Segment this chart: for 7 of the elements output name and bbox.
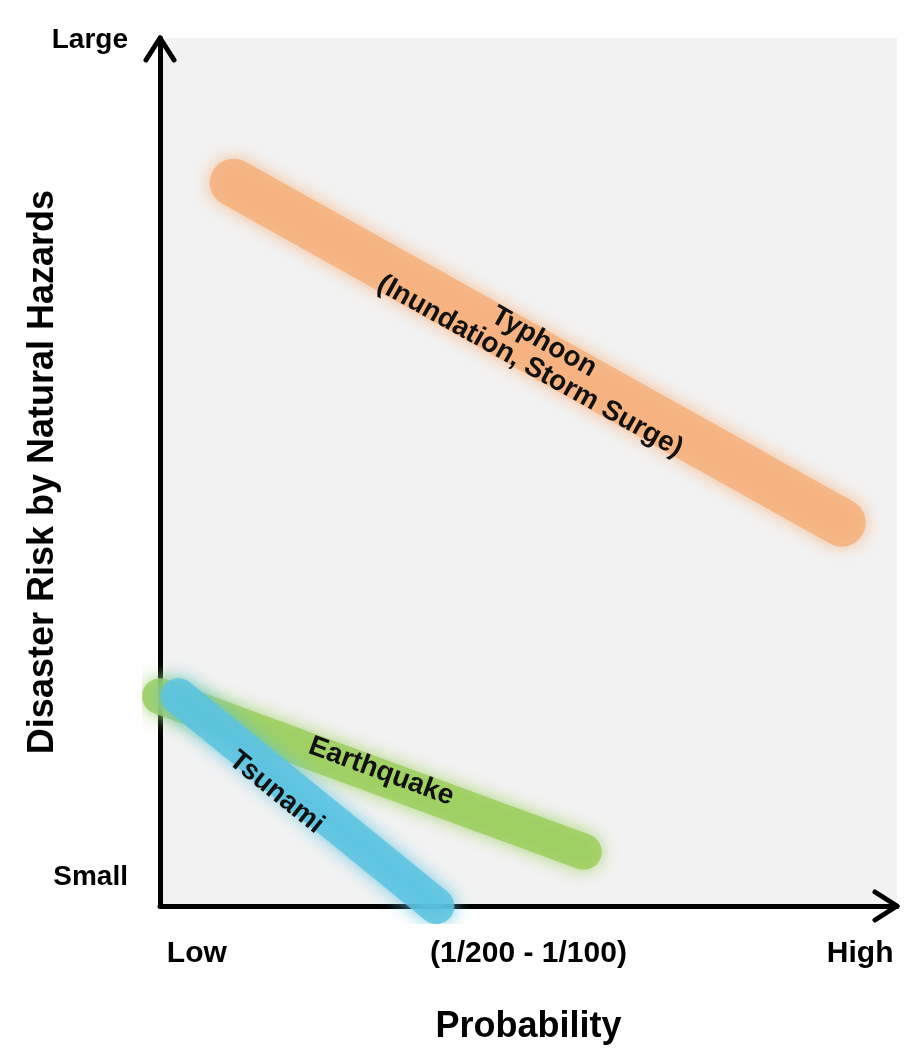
y-axis-title: Disaster Risk by Natural Hazards [19,189,61,755]
text: Large [51,22,128,54]
x-tick-label: High [826,934,894,968]
x-tick-label: Low [166,934,228,968]
text: Small [53,859,128,891]
x-axis-title: Probability [435,1003,622,1045]
x-tick-label: (1/200 - 1/100) [430,934,627,968]
